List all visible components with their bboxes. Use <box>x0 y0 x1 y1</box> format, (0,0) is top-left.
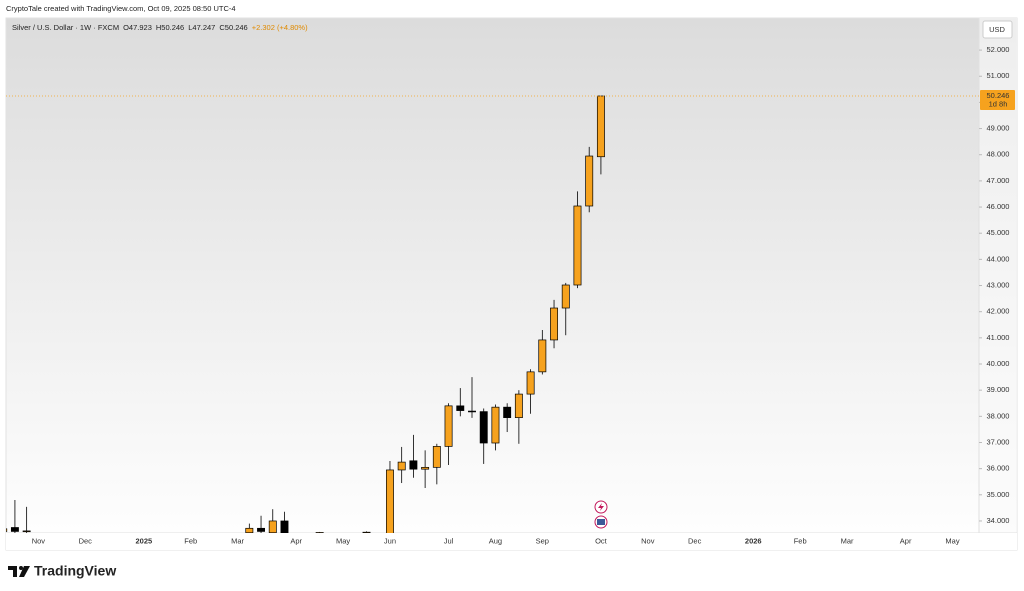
candle-body-up <box>397 461 406 471</box>
candle-body-down <box>280 520 289 533</box>
y-tick-label: 44.000 <box>987 254 1010 263</box>
candle-body-up <box>315 532 324 533</box>
candle-body-down <box>468 410 476 413</box>
y-tick-label: 35.000 <box>987 490 1010 499</box>
currency-box <box>982 20 1013 39</box>
candle-body-down <box>456 405 465 411</box>
brand-logo: TradingView <box>8 563 116 579</box>
last-price-label: 50.246 <box>987 91 1010 100</box>
candle-body-down <box>503 406 512 418</box>
x-tick-label: Jun <box>384 536 396 545</box>
brand: TradingView <box>34 563 116 579</box>
candle-body-up <box>421 466 430 470</box>
x-tick-label: 2026 <box>745 536 762 545</box>
x-tick-label: May <box>945 536 959 545</box>
candle-body-up <box>22 530 31 533</box>
time-axis-bg <box>6 533 1017 550</box>
legend: Silver / U.S. Dollar · 1W · FXCM O47.923 H… <box>12 23 308 32</box>
candle-body-down <box>10 527 19 532</box>
header: CryptoTale created with TradingView.com,… <box>6 4 236 13</box>
candle-body-up <box>596 95 605 158</box>
last-price-box <box>980 89 1015 110</box>
candle-body-up <box>585 155 594 207</box>
candle-body-down <box>409 460 418 470</box>
ohlc-value: +2.302 (+4.80%) <box>252 23 308 32</box>
y-tick-label: 45.000 <box>987 228 1010 237</box>
x-tick-label: Nov <box>32 536 46 545</box>
y-tick-label: 38.000 <box>987 411 1010 420</box>
x-tick-label: Apr <box>900 536 912 545</box>
candle-body-up <box>362 531 371 533</box>
event-icon-glyph <box>598 503 604 511</box>
logo-mark <box>19 566 23 570</box>
x-tick-label: Feb <box>794 536 807 545</box>
candle-body-up <box>386 469 394 533</box>
x-tick-label: May <box>336 536 350 545</box>
logo-mark <box>8 566 17 577</box>
candle-body-up <box>514 393 523 418</box>
x-tick-label: Apr <box>290 536 302 545</box>
candle-body-up <box>491 406 500 444</box>
event-icons <box>594 500 608 529</box>
x-tick-label: Oct <box>595 536 608 545</box>
x-tick-label: Jul <box>444 536 454 545</box>
candle-body-up <box>561 284 570 309</box>
y-tick-label: 43.000 <box>987 281 1010 290</box>
candle-body-up <box>432 446 441 468</box>
ohlc-value: L47.247 <box>188 23 215 32</box>
candle-body-up <box>245 527 254 533</box>
panel <box>5 17 1018 551</box>
x-tick-label: Feb <box>184 536 197 545</box>
ohlc-value: H50.246 <box>156 23 184 32</box>
x-tick-label: 2025 <box>135 536 152 545</box>
candle-body-up <box>6 528 8 532</box>
candle-body-up <box>550 307 558 341</box>
y-tick-label: 46.000 <box>987 202 1010 211</box>
y-tick-label: 42.000 <box>987 307 1010 316</box>
y-tick-label: 40.000 <box>987 359 1010 368</box>
candle-body-up <box>444 405 453 447</box>
candle-body-down <box>479 411 488 444</box>
ohlc-value: C50.246 <box>219 23 247 32</box>
plot <box>6 95 605 533</box>
x-tick-label: Sep <box>536 536 549 545</box>
currency: USD <box>989 25 1005 34</box>
candle-body-up <box>526 371 535 395</box>
y-tick-label: 49.000 <box>987 124 1010 133</box>
y-tick-label: 36.000 <box>987 464 1010 473</box>
ohlc-value: O47.923 <box>123 23 152 32</box>
x-tick-label: Mar <box>231 536 244 545</box>
logo-mark <box>19 566 30 577</box>
y-tick-label: 37.000 <box>987 437 1010 446</box>
y-tick-label: 34.000 <box>987 516 1010 525</box>
candle-body-up <box>538 339 547 373</box>
x-tick-label: Mar <box>841 536 854 545</box>
y-tick-label: 48.000 <box>987 150 1010 159</box>
x-tick-label: Aug <box>489 536 502 545</box>
x-tick-label: Nov <box>641 536 655 545</box>
symbol: Silver / U.S. Dollar · 1W · FXCM <box>12 23 119 32</box>
candle-body-up <box>268 520 277 533</box>
x-tick-label: Dec <box>79 536 93 545</box>
event-icon-glyph <box>597 519 605 525</box>
candle-body-down <box>257 527 265 532</box>
y-tick-label: 41.000 <box>987 333 1010 342</box>
countdown: 1d 8h <box>989 99 1008 108</box>
y-tick-label: 52.000 <box>987 45 1010 54</box>
y-tick-label: 47.000 <box>987 176 1010 185</box>
candle-body-up <box>573 205 582 286</box>
y-tick-label: 51.000 <box>987 71 1010 80</box>
y-tick-label: 39.000 <box>987 385 1010 394</box>
x-tick-label: Dec <box>688 536 702 545</box>
